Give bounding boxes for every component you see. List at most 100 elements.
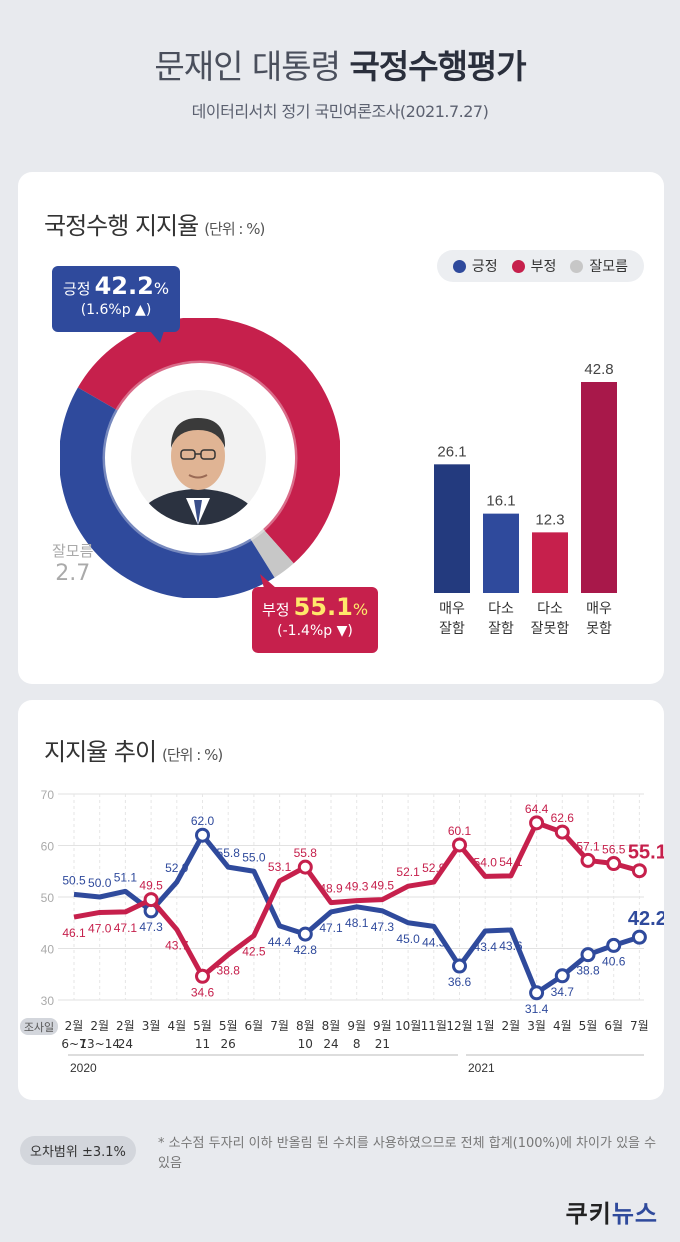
x-tick-label: 3월 (142, 1019, 161, 1033)
positive-callout: 긍정 42.2% (1.6%p ▲) (52, 266, 180, 332)
donut-chart (60, 318, 340, 598)
x-tick-label: 9월 (373, 1019, 392, 1033)
x-tick-label: 2월 (116, 1019, 135, 1033)
bar-category-label: 다소 (537, 601, 563, 617)
data-point (143, 892, 159, 908)
data-label: 47.1 (319, 921, 343, 935)
data-label: 60.1 (448, 824, 472, 838)
bar-category-label: 매우 (439, 601, 465, 617)
x-tick-sublabel: 10 (298, 1037, 313, 1051)
x-tick-label: 9월 (347, 1019, 366, 1033)
x-tick-label: 5월 (193, 1019, 212, 1033)
bar-category-label: 다소 (488, 601, 514, 617)
legend: 긍정 부정 잘모름 (436, 250, 644, 282)
data-point (529, 985, 545, 1001)
data-label: 46.1 (62, 926, 86, 940)
bar-value-label: 42.8 (584, 361, 613, 378)
bar-category-label: 매우 (586, 601, 612, 617)
x-tick-label: 6월 (604, 1019, 623, 1033)
data-point (452, 837, 467, 853)
data-label: 52.9 (165, 861, 189, 875)
x-tick-label: 6월 (245, 1019, 264, 1033)
data-label: 38.8 (217, 964, 241, 978)
data-label: 62.6 (551, 811, 575, 825)
data-point (554, 824, 570, 840)
data-label: 43.6 (499, 939, 523, 953)
data-label: 31.4 (525, 1002, 549, 1016)
data-point (297, 859, 313, 875)
x-tick-sublabel: 24 (323, 1037, 338, 1051)
legend-dot-icon (511, 259, 525, 273)
year-label: 2020 (70, 1061, 97, 1075)
x-tick-sublabel: 11 (195, 1037, 210, 1051)
data-label: 55.8 (217, 846, 241, 860)
data-label: 57.1 (576, 839, 600, 853)
x-tick-label: 4월 (167, 1019, 186, 1033)
page-title: 문재인 대통령 국정수행평가 (154, 47, 526, 86)
data-label: 55.0 (242, 850, 266, 864)
legend-item-negative: 부정 (511, 256, 556, 276)
legend-item-dontknow: 잘모름 (570, 256, 628, 276)
bar-value-label: 16.1 (486, 493, 515, 510)
approval-title: 국정수행 지지율 (단위 : %) (44, 212, 265, 240)
x-tick-sublabel: 13~14 (79, 1037, 120, 1051)
header: 문재인 대통령 국정수행평가 데이터리서치 정기 국민여론조사(2021.7.2… (0, 40, 680, 122)
brand-logo: 쿠키뉴스 (565, 1200, 658, 1228)
bar-category-label: 잘함 (439, 621, 465, 637)
x-tick-sublabel: 6~7 (61, 1037, 86, 1051)
trend-title: 지지율 추이 (단위 : %) (44, 738, 223, 766)
data-label: 52.1 (396, 865, 420, 879)
data-label: 54.0 (474, 855, 498, 869)
legend-item-positive: 긍정 (452, 256, 498, 276)
data-label: 48.9 (319, 882, 343, 896)
survey-badge-label: 조사일 (24, 1020, 54, 1034)
footnote: * 소수점 두자리 이하 반올림 된 수치를 사용하였으므로 전체 합계(100… (158, 1136, 657, 1171)
data-label: 44.4 (268, 935, 292, 949)
x-tick-label: 5월 (579, 1019, 598, 1033)
data-label: 44.3 (422, 935, 446, 949)
data-label: 40.6 (602, 954, 626, 968)
data-label: 47.3 (371, 920, 395, 934)
data-label: 38.8 (576, 964, 600, 978)
x-tick-sublabel: 21 (375, 1037, 390, 1051)
data-label: 42.5 (242, 945, 266, 959)
data-label: 48.1 (345, 916, 369, 930)
x-tick-sublabel: 24 (118, 1037, 133, 1051)
positive-change: (1.6%p ▲) (80, 302, 152, 318)
x-tick-label: 5월 (219, 1019, 238, 1033)
data-label: 47.0 (88, 921, 112, 935)
x-tick-label: 8월 (322, 1019, 341, 1033)
x-tick-label: 12월 (446, 1019, 472, 1033)
x-tick-label: 11월 (421, 1019, 447, 1033)
x-tick-label: 3월 (527, 1019, 546, 1033)
portrait-illustration (131, 390, 266, 525)
bar-category-label: 잘못함 (531, 621, 570, 637)
data-label: 34.6 (191, 985, 215, 999)
y-tick-label: 50 (41, 891, 55, 905)
data-label: 50.5 (62, 873, 86, 887)
data-point (452, 958, 467, 974)
survey-badge (20, 1018, 58, 1035)
bar-1 (483, 513, 519, 593)
data-point (297, 926, 313, 942)
x-tick-label: 7월 (270, 1019, 289, 1033)
data-label: 54.1 (499, 855, 523, 869)
data-point (631, 863, 647, 879)
data-point (580, 947, 596, 963)
data-label: 34.7 (551, 985, 575, 999)
data-label: 53.1 (268, 860, 292, 874)
bar-category-label: 잘함 (488, 621, 514, 637)
donut-slice-0 (60, 387, 275, 598)
x-tick-label: 2월 (90, 1019, 109, 1033)
bar-value-label: 26.1 (437, 443, 466, 460)
x-tick-label: 4월 (553, 1019, 572, 1033)
data-point (606, 856, 622, 872)
callout-pointer-icon (150, 331, 164, 343)
series-line-negative (73, 820, 641, 979)
donut-inner-ring (102, 360, 298, 556)
data-label: 55.1 (628, 842, 664, 864)
year-label: 2021 (468, 1061, 495, 1075)
data-point (554, 968, 570, 984)
x-tick-label: 2월 (502, 1019, 521, 1033)
